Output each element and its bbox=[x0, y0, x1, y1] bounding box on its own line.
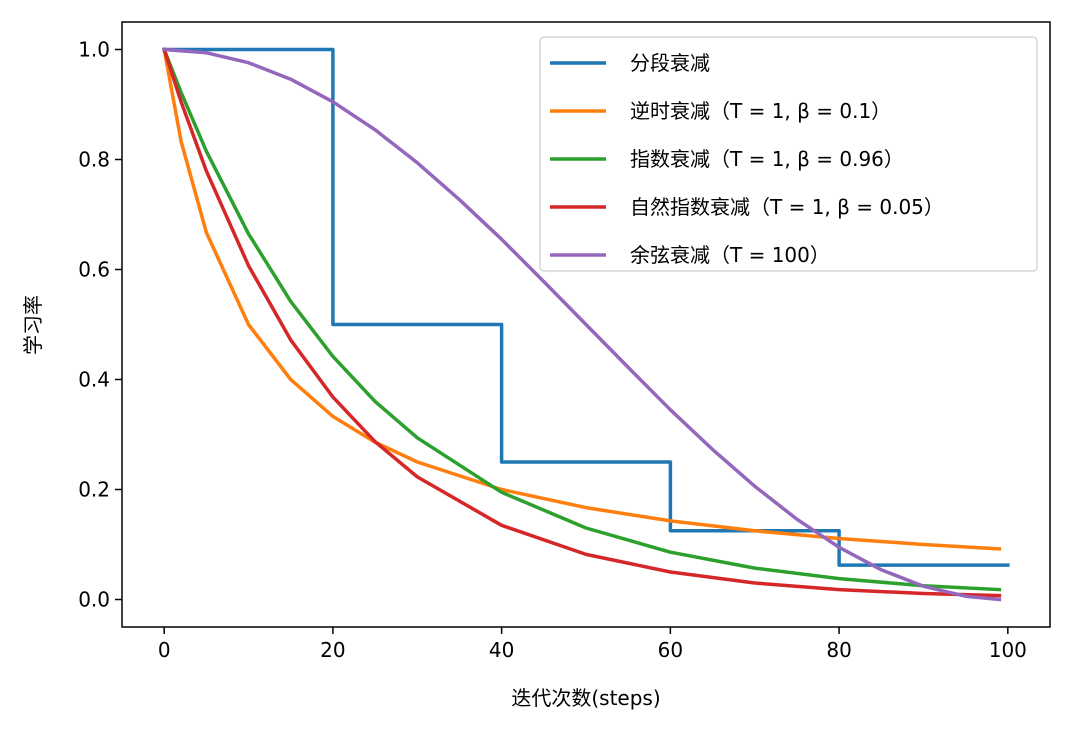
y-axis: 0.0 0.2 0.4 0.6 0.8 1.0 bbox=[78, 38, 122, 612]
plot-frame bbox=[121, 21, 1051, 628]
x-tick-label: 100 bbox=[989, 638, 1027, 662]
series-line-2 bbox=[162, 47, 1002, 551]
y-tick-label: 0.6 bbox=[78, 258, 110, 282]
series-layer bbox=[161, 47, 1010, 602]
x-tick-label: 40 bbox=[489, 638, 514, 662]
y-tick-label: 0.2 bbox=[78, 478, 110, 502]
x-axis-label: 迭代次数(steps) bbox=[511, 686, 660, 710]
y-tick-label: 0.4 bbox=[78, 368, 110, 392]
legend-box bbox=[539, 36, 1038, 272]
legend-label-2: 逆时衰减（T = 1, β = 0.1） bbox=[630, 99, 891, 123]
legend-label-1: 分段衰减 bbox=[630, 51, 710, 75]
x-tick-label: 60 bbox=[658, 638, 683, 662]
legend-label-5: 余弦衰减（T = 100） bbox=[630, 243, 830, 267]
y-tick-label: 0.8 bbox=[78, 148, 110, 172]
x-tick-label: 0 bbox=[158, 638, 171, 662]
legend-label-3: 指数衰减（T = 1, β = 0.96） bbox=[630, 147, 904, 171]
x-axis: 0 20 40 60 80 100 bbox=[158, 627, 1027, 662]
y-axis-label: 学习率 bbox=[21, 295, 45, 355]
series-line-4 bbox=[161, 47, 1002, 598]
y-tick-label: 1.0 bbox=[78, 38, 110, 62]
x-tick-label: 80 bbox=[826, 638, 851, 662]
series-line-3 bbox=[161, 47, 1002, 592]
x-tick-label: 20 bbox=[320, 638, 345, 662]
series-line-5 bbox=[162, 47, 1002, 602]
legend-label-4: 自然指数衰减（T = 1, β = 0.05） bbox=[630, 195, 944, 219]
y-tick-label: 0.0 bbox=[78, 588, 110, 612]
